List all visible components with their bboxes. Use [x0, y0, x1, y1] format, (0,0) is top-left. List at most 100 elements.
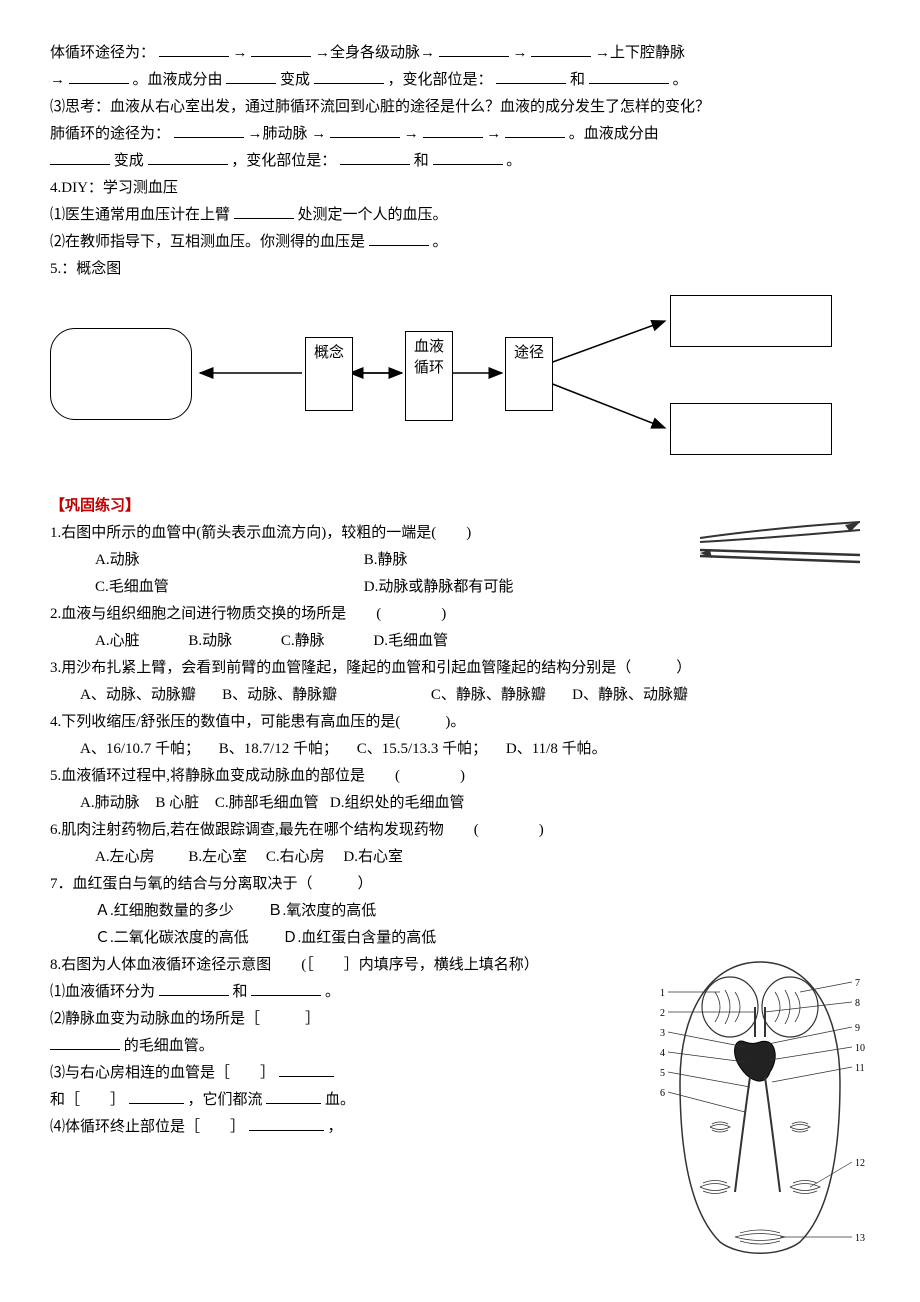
blank[interactable] [69, 68, 129, 84]
text: ⑷体循环终止部位是［ ］ [50, 1119, 245, 1135]
q4-option-c[interactable]: C、15.5/13.3 千帕； [357, 741, 487, 757]
blank[interactable] [314, 68, 384, 84]
blank[interactable] [589, 68, 669, 84]
q7-option-d[interactable]: Ｄ.血红蛋白含量的高低 [283, 925, 437, 952]
blank[interactable] [423, 122, 483, 138]
text: →上下腔静脉 [595, 45, 685, 61]
svg-text:2: 2 [660, 1008, 665, 1019]
q1-figure [690, 520, 870, 570]
q7-option-a[interactable]: Ａ.红细胞数量的多少 [95, 898, 234, 925]
q6-option-d[interactable]: D.右心室 [343, 844, 403, 871]
svg-text:13: 13 [855, 1233, 865, 1244]
blank[interactable] [148, 149, 228, 165]
section-4-header: 4.DIY：学习测血压 [50, 175, 870, 202]
svg-text:6: 6 [660, 1088, 665, 1099]
blank[interactable] [159, 41, 229, 57]
question-3p: 3.用沙布扎紧上臂，会看到前臂的血管隆起，隆起的血管和引起血管隆起的结构分别是（… [50, 655, 870, 682]
q6-option-c[interactable]: C.右心房 [266, 844, 325, 871]
blank[interactable] [505, 122, 565, 138]
q7-options-row1: Ａ.红细胞数量的多少 Ｂ.氧浓度的高低 [50, 898, 870, 925]
q4-option-a[interactable]: A、16/10.7 千帕； [80, 741, 200, 757]
blank[interactable] [496, 68, 566, 84]
text: 血。 [325, 1092, 355, 1108]
text: 。血液成分由 [569, 126, 659, 142]
concept-box-xueye: 血液循环 [405, 331, 453, 421]
text: 体循环途径为： [50, 45, 155, 61]
q7-option-c[interactable]: Ｃ.二氧化碳浓度的高低 [95, 925, 249, 952]
q2-option-c[interactable]: C.静脉 [281, 628, 325, 655]
q5-option-b[interactable]: B 心脏 [155, 795, 199, 811]
q1-option-c[interactable]: C.毛细血管 [95, 574, 315, 601]
q3-option-d[interactable]: D、静脉、动脉瓣 [572, 687, 688, 703]
q3-option-c[interactable]: C、静脉、静脉瓣 [431, 687, 546, 703]
text: 肺循环的途径为： [50, 126, 170, 142]
text: 的毛细血管。 [124, 1038, 214, 1054]
blank[interactable] [129, 1088, 184, 1104]
text: ⑴医生通常用血压计在上臂 [50, 207, 230, 223]
question-6: 6.肌肉注射药物后,若在做跟踪调查,最先在哪个结构发现药物 ( ) [50, 817, 870, 844]
blank[interactable] [249, 1115, 324, 1131]
blank[interactable] [234, 203, 294, 219]
q6-option-a[interactable]: A.左心房 [95, 844, 155, 871]
concept-box-bottom-right[interactable] [670, 403, 832, 455]
question-5: 5.血液循环过程中,将静脉血变成动脉血的部位是 ( ) [50, 763, 870, 790]
text: → [486, 126, 501, 142]
text: ⑵静脉血变为动脉血的场所是［ ］ [50, 1011, 320, 1027]
blank[interactable] [279, 1061, 334, 1077]
practice-section: 【巩固练习】 1.右图中所示的血管中(箭头表示血流方向)，较粗的一端是( ) A… [50, 493, 870, 1262]
blank[interactable] [531, 41, 591, 57]
line-4: 肺循环的途径为： →肺动脉 → → → 。血液成分由 [50, 121, 870, 148]
q2-option-b[interactable]: B.动脉 [188, 628, 232, 655]
blank[interactable] [50, 1034, 120, 1050]
q1-option-d[interactable]: D.动脉或静脉都有可能 [364, 574, 514, 601]
concept-box-left[interactable] [50, 328, 192, 420]
text: ⑶与右心房相连的血管是［ ］ [50, 1065, 275, 1081]
text: 和 [233, 984, 248, 1000]
blank[interactable] [433, 149, 503, 165]
concept-box-top-right[interactable] [670, 295, 832, 347]
blank[interactable] [439, 41, 509, 57]
q4-option-d[interactable]: D、11/8 千帕。 [506, 741, 607, 757]
text: →肺动脉 → [248, 126, 327, 142]
q3-option-b[interactable]: B、动脉、静脉瓣 [222, 687, 337, 703]
text: 。 [673, 72, 688, 88]
text: 。 [325, 984, 340, 1000]
text: 。 [433, 234, 448, 250]
blank[interactable] [330, 122, 400, 138]
blank[interactable] [369, 230, 429, 246]
svg-text:8: 8 [855, 998, 860, 1009]
q4-option-b[interactable]: B、18.7/12 千帕； [219, 741, 338, 757]
text: 和［ ］ [50, 1092, 125, 1108]
svg-text:10: 10 [855, 1043, 865, 1054]
blank[interactable] [251, 41, 311, 57]
text: →全身各级动脉→ [315, 45, 435, 61]
blank[interactable] [159, 980, 229, 996]
q6-option-b[interactable]: B.左心室 [188, 844, 247, 871]
q7-option-b[interactable]: Ｂ.氧浓度的高低 [268, 898, 377, 925]
q1-option-a[interactable]: A.动脉 [95, 547, 315, 574]
blank[interactable] [266, 1088, 321, 1104]
blank[interactable] [251, 980, 321, 996]
q5-option-d[interactable]: D.组织处的毛细血管 [330, 795, 465, 811]
question-3: ⑶思考：血液从右心室出发，通过肺循环流回到心脏的途径是什么？血液的成分发生了怎样… [50, 94, 870, 121]
blank[interactable] [174, 122, 244, 138]
q5-options: A.肺动脉 B 心脏 C.肺部毛细血管 D.组织处的毛细血管 [50, 790, 870, 817]
blank[interactable] [50, 149, 110, 165]
q1-option-b[interactable]: B.静脉 [364, 547, 408, 574]
q3-option-a[interactable]: A、动脉、动脉瓣 [80, 687, 196, 703]
q5-option-c[interactable]: C.肺部毛细血管 [215, 795, 319, 811]
q2-option-a[interactable]: A.心脏 [95, 628, 140, 655]
blank[interactable] [340, 149, 410, 165]
text: ，它们都流 [188, 1092, 263, 1108]
svg-text:3: 3 [660, 1028, 665, 1039]
q2-option-d[interactable]: D.毛细血管 [373, 628, 448, 655]
q2-options: A.心脏 B.动脉 C.静脉 D.毛细血管 [50, 628, 870, 655]
svg-text:11: 11 [855, 1063, 865, 1074]
svg-text:9: 9 [855, 1023, 860, 1034]
q5-option-a[interactable]: A.肺动脉 [80, 795, 140, 811]
text: ，变化部位是： [388, 72, 493, 88]
question-4: 4.下列收缩压/舒张压的数值中，可能患有高血压的是( )。 [50, 709, 870, 736]
blank[interactable] [226, 68, 276, 84]
question-2: 2.血液与组织细胞之间进行物质交换的场所是 ( ) [50, 601, 870, 628]
concept-box-tujing: 途径 [505, 337, 553, 411]
